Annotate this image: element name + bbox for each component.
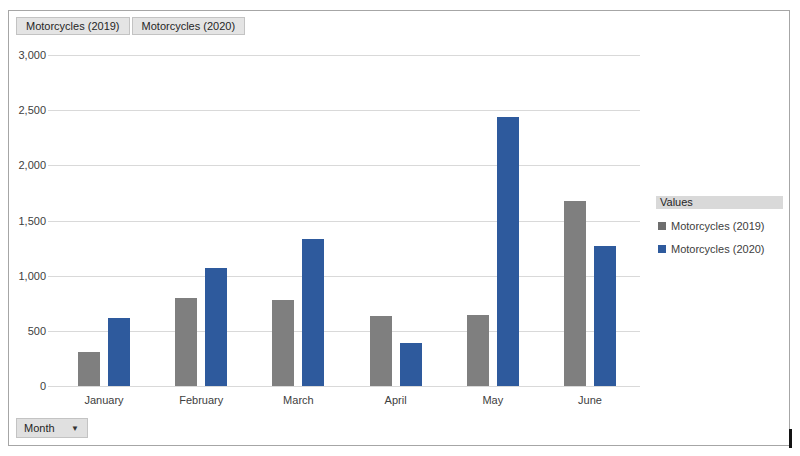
x-axis-label-may: May [444,394,542,406]
legend-item-motorcycles-2019[interactable]: Motorcycles (2019) [658,220,786,232]
dropdown-arrow-icon: ▼ [71,424,79,433]
bar-motorcycles-2019-april[interactable] [370,316,392,386]
bar-motorcycles-2020-june[interactable] [594,246,616,386]
legend-item-motorcycles-2020[interactable]: Motorcycles (2020) [658,243,786,255]
x-axis-label-june: June [541,394,639,406]
gridline [48,165,640,166]
bar-motorcycles-2019-february[interactable] [175,298,197,386]
y-axis-tick-label: 2,500 [8,105,46,116]
bar-motorcycles-2020-may[interactable] [497,117,519,386]
legend: Values Motorcycles (2019) Motorcycles (2… [656,196,786,255]
bar-motorcycles-2020-march[interactable] [302,239,324,386]
bar-motorcycles-2020-february[interactable] [205,268,227,386]
pivot-chart: Motorcycles (2019) Motorcycles (2020) 0 5… [0,0,800,456]
bar-motorcycles-2020-january[interactable] [108,318,130,386]
month-axis-field-button[interactable]: Month ▼ [16,418,88,438]
bar-motorcycles-2020-april[interactable] [400,343,422,386]
x-axis-label-april: April [347,394,445,406]
y-axis-tick-label: 500 [8,326,46,337]
gridline [48,331,640,332]
gridline [48,221,640,222]
x-axis-label-february: February [152,394,250,406]
gridline [48,110,640,111]
bar-motorcycles-2019-january[interactable] [78,352,100,386]
y-axis-tick-label: 3,000 [8,50,46,61]
y-axis-tick-label: 2,000 [8,160,46,171]
pivot-field-buttons: Motorcycles (2019) Motorcycles (2020) [16,17,245,35]
field-button-motorcycles-2020[interactable]: Motorcycles (2020) [132,17,246,35]
legend-marker-2019-icon [658,222,666,230]
y-axis-tick-label: 0 [8,381,46,392]
bar-motorcycles-2019-may[interactable] [467,315,489,386]
x-axis-label-january: January [55,394,153,406]
gridline [48,55,640,56]
y-axis-tick-label: 1,000 [8,271,46,282]
legend-values-header[interactable]: Values [656,196,783,209]
month-button-label: Month [24,422,55,434]
y-axis-tick-label: 1,500 [8,216,46,227]
gridline [48,386,640,387]
gridline [48,276,640,277]
legend-marker-2020-icon [658,245,666,253]
field-button-motorcycles-2019[interactable]: Motorcycles (2019) [16,17,130,35]
legend-item-label: Motorcycles (2019) [671,220,765,232]
bar-motorcycles-2019-march[interactable] [272,300,294,386]
selection-mark [789,429,792,448]
legend-item-label: Motorcycles (2020) [671,243,765,255]
x-axis-label-march: March [249,394,347,406]
bar-motorcycles-2019-june[interactable] [564,201,586,386]
